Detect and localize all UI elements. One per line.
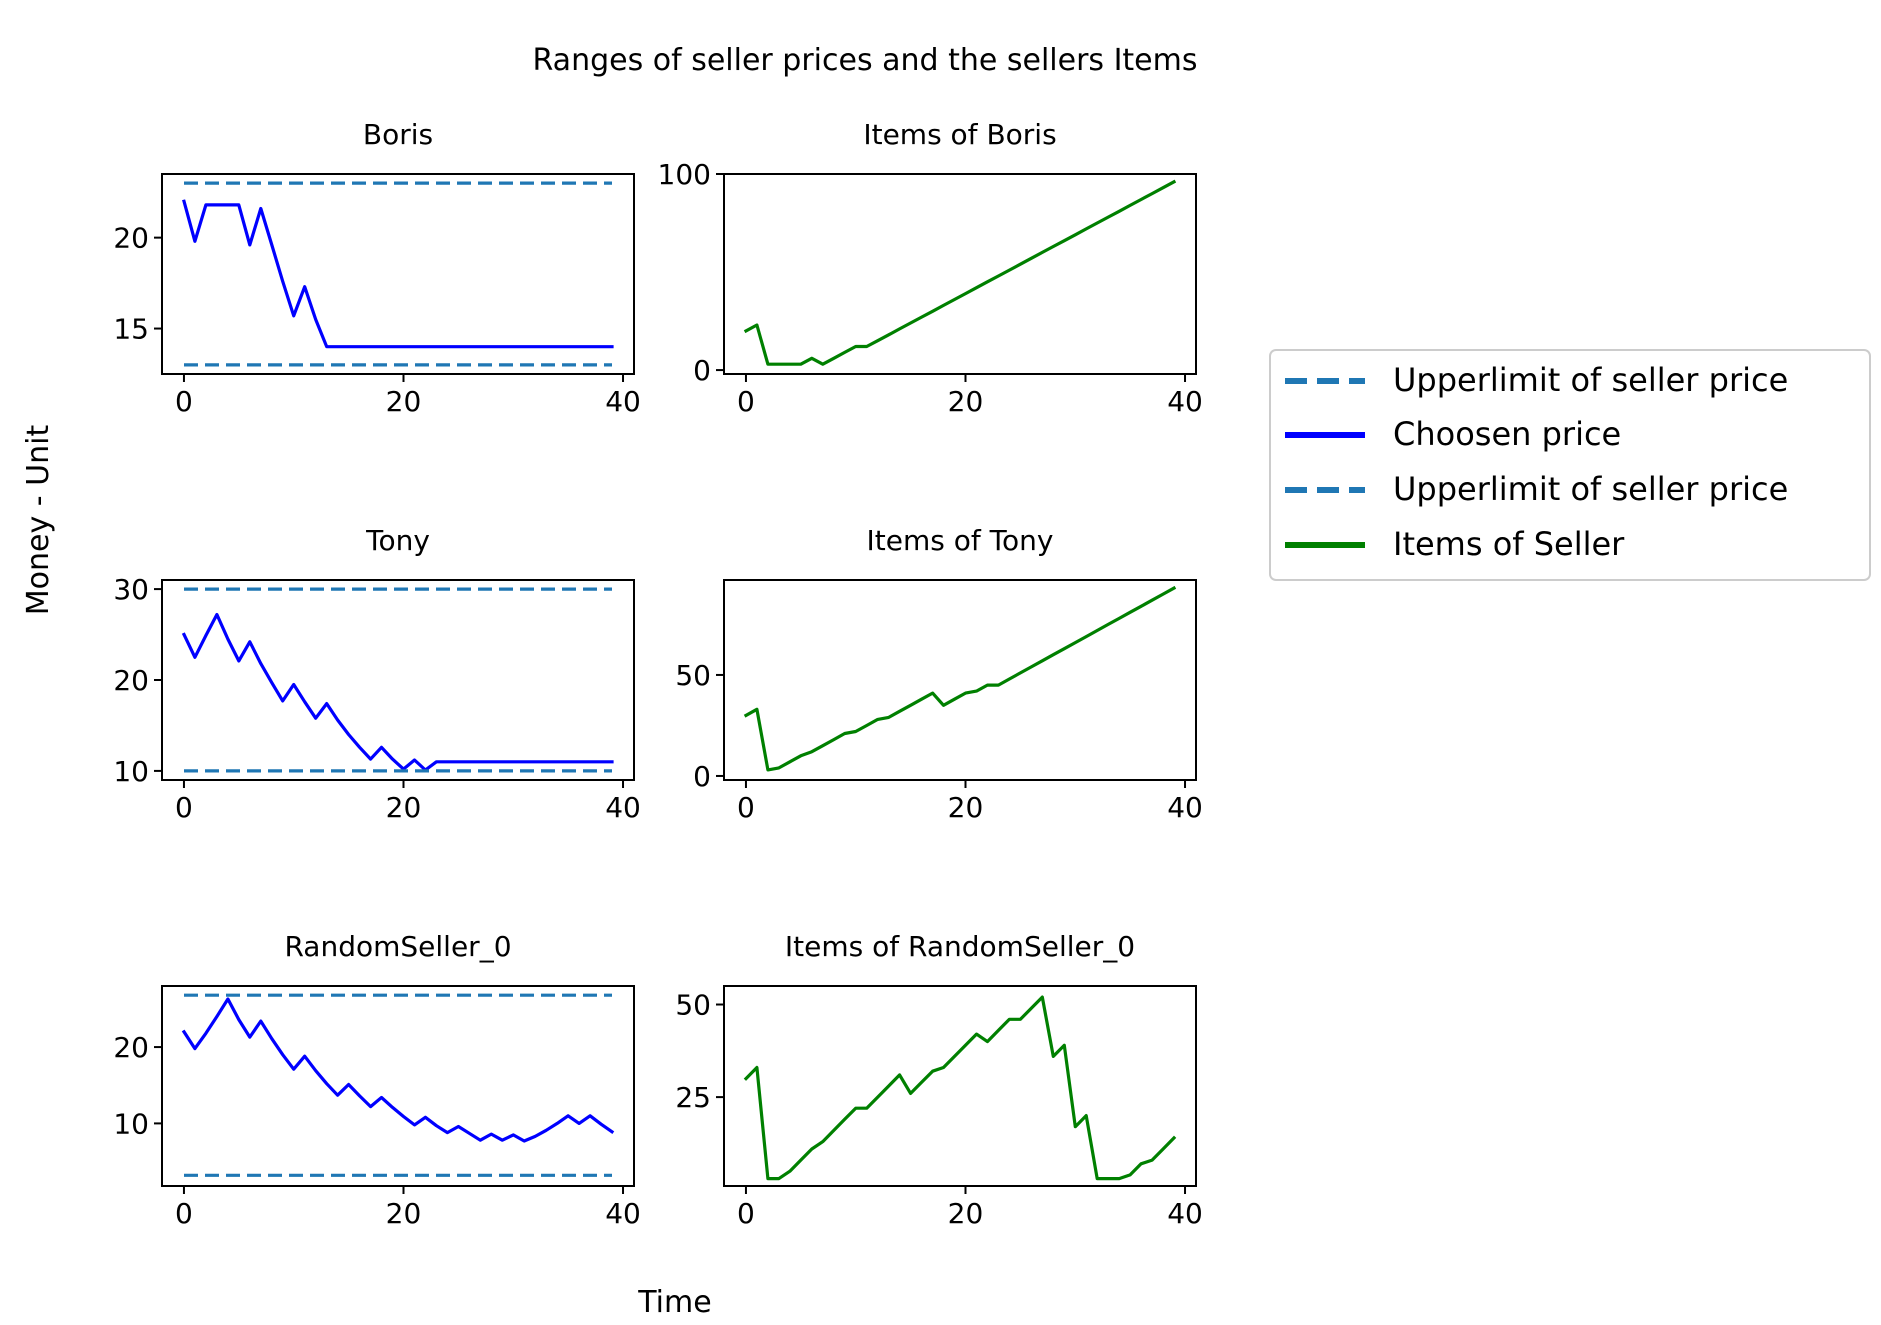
- subplot-title-boris: Boris: [363, 118, 433, 151]
- y-tick-label-items-randomseller-25: 25: [675, 1081, 711, 1114]
- figure-x-label: Time: [637, 1285, 711, 1320]
- y-tick-label-boris-20: 20: [113, 222, 149, 255]
- x-tick-label-randomseller-0: 0: [175, 1197, 193, 1230]
- x-tick-label-items-tony-0: 0: [737, 791, 755, 824]
- axes-frame-items-tony: [723, 579, 1197, 781]
- y-tick-label-tony-10: 10: [113, 755, 149, 788]
- subplot-items-boris: 0 20 40 0 100 Items of Boris: [658, 118, 1203, 418]
- legend-label-chosen-price: Choosen price: [1393, 415, 1621, 453]
- x-tick-label-tony-0: 0: [175, 791, 193, 824]
- x-tick-label-items-tony-40: 40: [1167, 791, 1203, 824]
- series-boris-1: [182, 199, 614, 349]
- axes-frame-items-randomseller: [723, 985, 1197, 1187]
- y-tick-label-items-boris-100: 100: [658, 158, 711, 191]
- x-tick-label-items-boris-40: 40: [1167, 385, 1203, 418]
- x-tick-label-items-boris-0: 0: [737, 385, 755, 418]
- figure-y-label: Money - Unit: [21, 425, 56, 616]
- y-tick-label-randomseller-20: 20: [113, 1031, 149, 1064]
- axes-frame-boris: [161, 173, 635, 375]
- subplot-title-tony: Tony: [365, 524, 430, 557]
- legend-label-lower-limit: Upperlimit of seller price: [1393, 470, 1788, 508]
- y-tick-label-items-tony-50: 50: [675, 659, 711, 692]
- legend-frame: [1269, 349, 1871, 581]
- subplot-randomseller: 0 20 40 10 20 RandomSeller_0: [113, 930, 640, 1230]
- x-tick-label-items-boris-20: 20: [948, 385, 984, 418]
- y-tick-label-items-boris-0: 0: [693, 354, 711, 387]
- subplot-tony: 0 20 40 10 20 30 Tony: [113, 524, 640, 824]
- x-tick-label-boris-0: 0: [175, 385, 193, 418]
- subplot-items-randomseller: 0 20 40 25 50 Items of RandomSeller_0: [675, 930, 1202, 1230]
- x-tick-label-randomseller-20: 20: [386, 1197, 422, 1230]
- x-tick-label-items-randomseller-40: 40: [1167, 1197, 1203, 1230]
- x-tick-label-items-randomseller-0: 0: [737, 1197, 755, 1230]
- subplot-title-items-tony: Items of Tony: [867, 524, 1054, 557]
- legend-label-items: Items of Seller: [1393, 525, 1625, 563]
- y-tick-label-items-randomseller-50: 50: [675, 989, 711, 1022]
- legend: Upperlimit of seller price Choosen price…: [1269, 349, 1871, 581]
- x-tick-label-items-tony-20: 20: [948, 791, 984, 824]
- legend-label-upper-limit: Upperlimit of seller price: [1393, 361, 1788, 399]
- x-tick-label-tony-40: 40: [605, 791, 641, 824]
- axes-frame-items-boris: [723, 173, 1197, 375]
- subplot-title-items-randomseller: Items of RandomSeller_0: [785, 930, 1135, 963]
- x-tick-label-items-randomseller-20: 20: [948, 1197, 984, 1230]
- axes-frame-randomseller: [161, 985, 635, 1187]
- y-tick-label-boris-15: 15: [113, 313, 149, 346]
- y-tick-label-tony-30: 30: [113, 573, 149, 606]
- series-items-boris-0: [743, 179, 1177, 366]
- figure-title: Ranges of seller prices and the sellers …: [533, 43, 1198, 78]
- x-tick-label-boris-40: 40: [605, 385, 641, 418]
- y-tick-label-randomseller-10: 10: [113, 1107, 149, 1140]
- x-tick-label-boris-20: 20: [386, 385, 422, 418]
- series-items-randomseller-0: [743, 995, 1177, 1181]
- y-tick-label-items-tony-0: 0: [693, 760, 711, 793]
- subplot-boris: 0 20 40 15 20 Boris: [113, 118, 640, 418]
- x-tick-label-tony-20: 20: [386, 791, 422, 824]
- x-tick-label-randomseller-40: 40: [605, 1197, 641, 1230]
- series-items-tony-0: [743, 585, 1177, 772]
- subplot-title-randomseller: RandomSeller_0: [284, 930, 511, 963]
- subplot-title-items-boris: Items of Boris: [863, 118, 1056, 151]
- y-tick-label-tony-20: 20: [113, 664, 149, 697]
- subplot-items-tony: 0 20 40 0 50 Items of Tony: [675, 524, 1202, 824]
- series-tony-1: [181, 612, 614, 772]
- series-randomseller-1: [181, 997, 615, 1143]
